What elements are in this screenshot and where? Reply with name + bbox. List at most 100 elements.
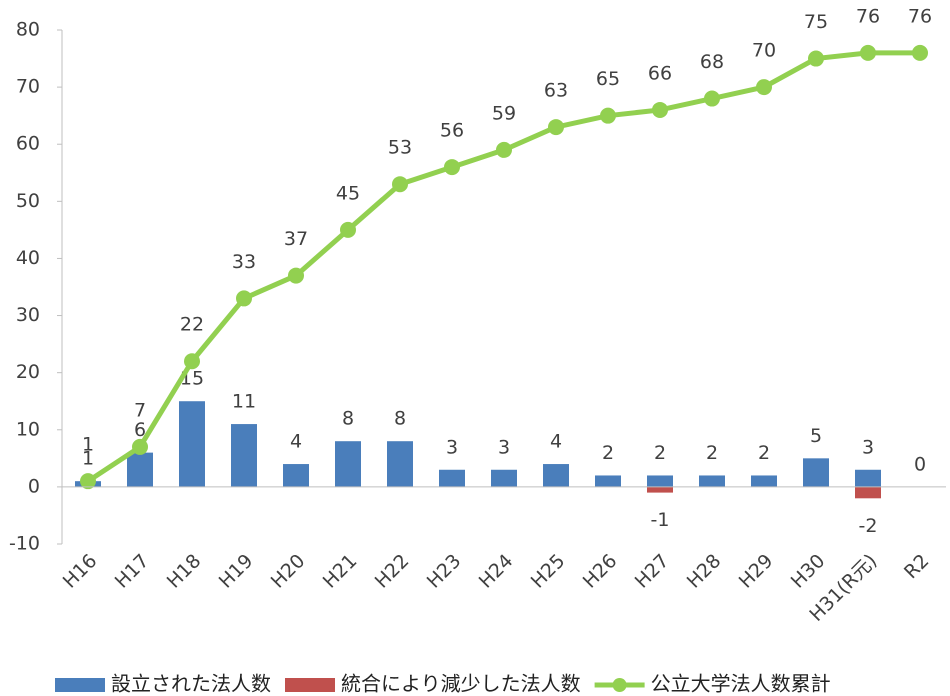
- data-label: 2: [602, 442, 614, 464]
- bar: [803, 458, 829, 487]
- x-tick-label: H27: [631, 550, 674, 593]
- data-label: 37: [284, 228, 308, 250]
- y-tick-label: 30: [16, 304, 40, 326]
- y-tick-label: 10: [16, 418, 40, 440]
- bar: [855, 469, 881, 487]
- x-tick-label: H25: [527, 550, 570, 593]
- x-tick-label: H20: [267, 550, 310, 593]
- point: [652, 101, 668, 118]
- data-label: 45: [336, 182, 360, 204]
- x-tick-label: H29: [735, 550, 778, 593]
- bar: [855, 486, 881, 499]
- legend-label: 統合により減少した法人数: [341, 672, 581, 696]
- data-label: 68: [700, 51, 724, 73]
- y-tick-label: -10: [9, 533, 40, 555]
- point: [496, 141, 512, 158]
- legend-swatch: [285, 678, 335, 692]
- point: [132, 438, 148, 455]
- data-label: 1: [82, 448, 94, 470]
- point: [184, 353, 200, 370]
- point: [808, 50, 824, 67]
- point: [704, 90, 720, 107]
- data-label: 59: [492, 102, 516, 124]
- bar: [647, 475, 673, 487]
- x-tick-label: H17: [111, 550, 154, 593]
- x-tick-label: H16: [59, 550, 102, 593]
- x-tick-label: H21: [319, 550, 362, 593]
- bar: [439, 469, 465, 487]
- data-label: 5: [810, 425, 822, 447]
- data-label: 0: [914, 453, 926, 475]
- legend-label: 公立大学法人数累計: [651, 672, 831, 696]
- legend: 設立された法人数 統合により減少した法人数 公立大学法人数累計: [55, 672, 831, 696]
- data-label: 3: [446, 436, 458, 458]
- data-label: 7: [134, 399, 146, 421]
- y-tick-label: 40: [16, 247, 40, 269]
- legend-swatch: [55, 678, 105, 692]
- x-tick-label: H18: [163, 550, 206, 593]
- bar: [751, 475, 777, 487]
- data-label: 76: [908, 5, 932, 27]
- point: [548, 119, 564, 136]
- x-tick-label: H26: [579, 550, 622, 593]
- x-tick-label: R2: [900, 550, 933, 583]
- y-tick-label: 20: [16, 361, 40, 383]
- bar: [491, 469, 517, 487]
- point: [912, 44, 928, 61]
- bar: [647, 486, 673, 493]
- x-tick-label: H28: [683, 550, 726, 593]
- y-tick-label: 50: [16, 190, 40, 212]
- data-label: 63: [544, 80, 568, 102]
- bar: [595, 475, 621, 487]
- point: [288, 267, 304, 284]
- point: [756, 79, 772, 96]
- point: [340, 221, 356, 238]
- data-label: 56: [440, 120, 464, 142]
- data-label: 2: [706, 442, 718, 464]
- bar: [283, 464, 309, 487]
- point: [392, 176, 408, 193]
- bar: [543, 464, 569, 487]
- x-tick-label: H19: [215, 550, 258, 593]
- x-tick-label: H22: [371, 550, 414, 593]
- data-label: 8: [342, 408, 354, 430]
- data-label: 1: [82, 434, 94, 456]
- data-label: 53: [388, 137, 412, 159]
- data-label: 4: [290, 431, 302, 453]
- bar: [387, 441, 413, 487]
- data-label: 8: [394, 408, 406, 430]
- x-tick-label: H24: [475, 550, 518, 593]
- data-label: 66: [648, 62, 672, 84]
- data-label: 76: [856, 5, 880, 27]
- y-tick-label: 0: [28, 475, 40, 497]
- y-tick-label: 70: [16, 76, 40, 98]
- data-label: 65: [596, 68, 620, 90]
- data-label: 11: [232, 391, 256, 413]
- bar: [231, 424, 257, 487]
- data-label: -1: [651, 509, 670, 531]
- data-label: 6: [134, 419, 146, 441]
- point: [444, 159, 460, 176]
- data-label: 2: [654, 442, 666, 464]
- point: [600, 107, 616, 124]
- legend-label: 設立された法人数: [111, 672, 271, 696]
- x-tick-label: H30: [787, 550, 830, 593]
- bar: [335, 441, 361, 487]
- data-label: 3: [862, 436, 874, 458]
- point: [860, 44, 876, 61]
- data-label: -2: [859, 515, 878, 537]
- data-label: 75: [804, 11, 828, 33]
- bar: [699, 475, 725, 487]
- data-label: 2: [758, 442, 770, 464]
- data-label: 4: [550, 431, 562, 453]
- point: [236, 290, 252, 307]
- x-tick-label: H23: [423, 550, 466, 593]
- bar: [127, 452, 153, 487]
- data-label: 3: [498, 436, 510, 458]
- y-tick-label: 60: [16, 133, 40, 155]
- y-tick-label: 80: [16, 19, 40, 41]
- bar: [179, 401, 205, 487]
- data-label: 70: [752, 40, 776, 62]
- point: [80, 473, 96, 490]
